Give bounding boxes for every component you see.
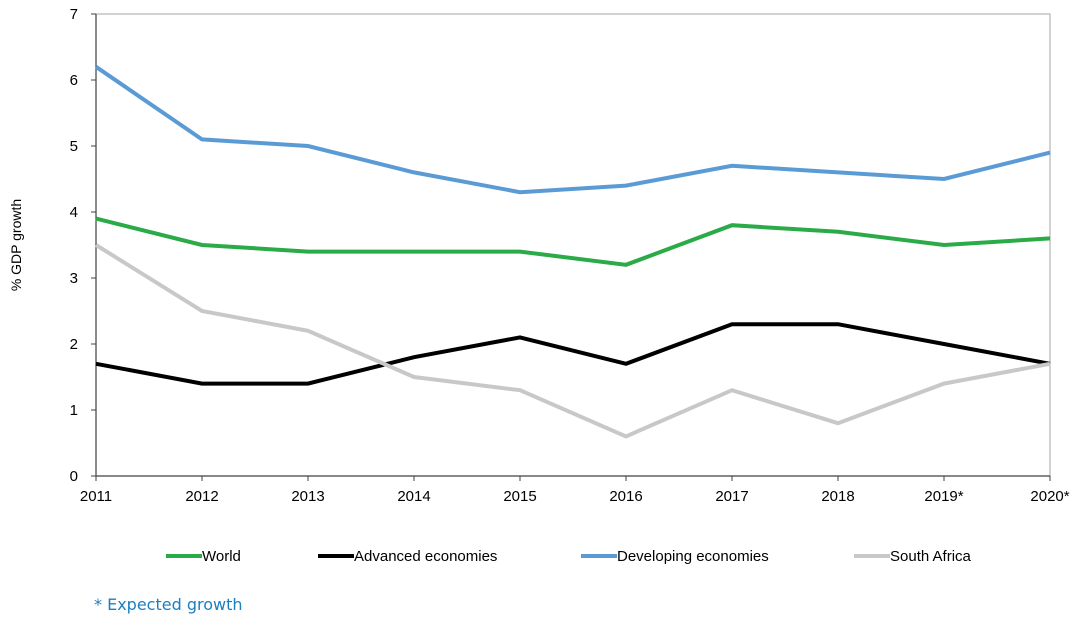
x-tick-label: 2014	[397, 488, 430, 505]
legend-label-developing-economies: Developing economies	[617, 548, 769, 565]
y-tick-label: 0	[70, 468, 78, 485]
y-tick-label: 7	[70, 6, 78, 23]
series-line-developing-economies	[94, 65, 1051, 195]
plot-frame	[95, 13, 1051, 477]
x-tick-label: 2016	[609, 488, 642, 505]
y-tick-label: 1	[70, 402, 78, 419]
series-line-advanced-economies	[95, 322, 1051, 386]
y-axis-tick-labels: 0 1 2 3 4 5 6 7	[70, 6, 78, 485]
x-tick-label: 2013	[291, 488, 324, 505]
y-tick-label: 5	[70, 138, 78, 155]
series-lines	[94, 65, 1051, 439]
y-tick-label: 6	[70, 72, 78, 89]
legend-label-world: World	[202, 548, 241, 565]
x-tick-label: 2015	[503, 488, 536, 505]
legend: World Advanced economies Developing econom…	[166, 548, 972, 565]
y-tick-label: 2	[70, 336, 78, 353]
y-axis-title: % GDP growth	[8, 199, 24, 291]
x-axis-tick-labels: 2011 2012 2013 2014 2015 2016 2017 2018 2019* 202…	[80, 488, 1070, 505]
series-line-world	[95, 216, 1051, 267]
x-tick-label: 2011	[80, 488, 112, 505]
footnote: * Expected growth	[94, 595, 243, 614]
x-tick-label: 2019*	[924, 488, 963, 505]
x-tick-label: 2018	[821, 488, 854, 505]
y-tick-label: 4	[70, 204, 78, 221]
x-tick-label: 2012	[185, 488, 218, 505]
x-tick-label: 2017	[715, 488, 748, 505]
legend-label-advanced-economies: Advanced economies	[354, 548, 497, 565]
x-tick-label: 2020*	[1030, 488, 1069, 505]
y-tick-label: 3	[70, 270, 78, 287]
series-line-south-africa	[94, 243, 1051, 439]
legend-label-south-africa: South Africa	[890, 548, 972, 565]
